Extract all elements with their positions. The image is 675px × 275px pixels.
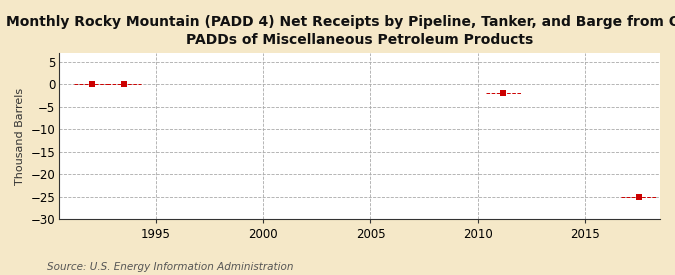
Text: Source: U.S. Energy Information Administration: Source: U.S. Energy Information Administ… xyxy=(47,262,294,272)
Point xyxy=(86,82,97,86)
Y-axis label: Thousand Barrels: Thousand Barrels xyxy=(15,87,25,185)
Point xyxy=(498,91,509,95)
Title: Monthly Rocky Mountain (PADD 4) Net Receipts by Pipeline, Tanker, and Barge from: Monthly Rocky Mountain (PADD 4) Net Rece… xyxy=(6,15,675,47)
Point xyxy=(118,82,129,86)
Point xyxy=(633,195,644,199)
